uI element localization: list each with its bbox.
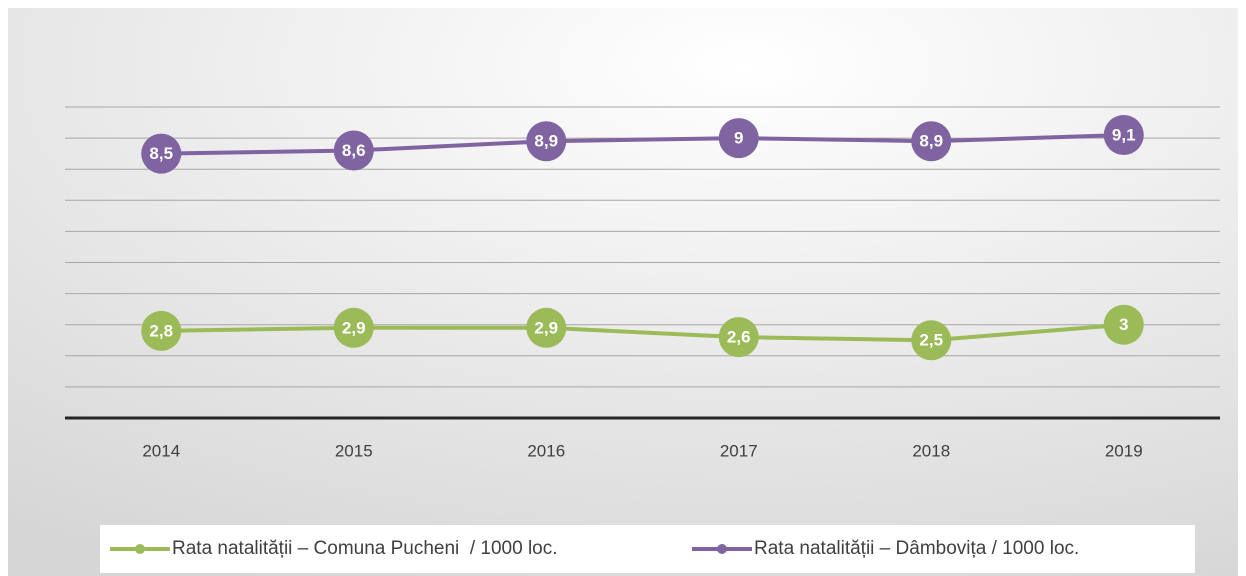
legend-label: Rata natalității – Dâmbovița / 1000 loc. [754, 538, 1079, 559]
data-label: 2,9 [342, 318, 366, 337]
legend-marker [135, 544, 145, 554]
data-label: 2,9 [534, 318, 558, 337]
data-label: 2,8 [149, 321, 173, 340]
data-label: 8,5 [149, 144, 173, 163]
x-tick-label: 2016 [527, 441, 565, 460]
data-label: 2,5 [919, 331, 943, 350]
marker [333, 130, 374, 171]
x-tick-label: 2015 [335, 441, 373, 460]
x-tick-label: 2014 [142, 441, 180, 460]
legend-box [100, 525, 1195, 573]
marker [141, 310, 182, 351]
x-tick-label: 2017 [720, 441, 758, 460]
x-tick-label: 2019 [1105, 441, 1143, 460]
legend-label: Rata natalității – Comuna Pucheni / 1000… [172, 538, 558, 559]
data-label: 3 [1119, 315, 1128, 334]
marker [333, 307, 374, 348]
data-label: 8,6 [342, 141, 366, 160]
legend-marker [717, 544, 727, 554]
data-label: 9 [734, 129, 743, 148]
background [8, 8, 1238, 576]
series-line [161, 132, 1124, 156]
marker [141, 133, 182, 174]
marker [526, 121, 567, 162]
marker [911, 121, 952, 162]
marker [911, 320, 952, 361]
data-label: 8,9 [534, 132, 558, 151]
data-label: 2,6 [727, 328, 751, 347]
data-label: 9,1 [1112, 125, 1136, 144]
marker [718, 317, 759, 358]
x-tick-label: 2018 [912, 441, 950, 460]
data-label: 8,9 [919, 132, 943, 151]
marker [718, 118, 759, 159]
series-line [161, 322, 1124, 343]
marker [1103, 304, 1144, 345]
marker [526, 307, 567, 348]
marker [1103, 114, 1144, 155]
